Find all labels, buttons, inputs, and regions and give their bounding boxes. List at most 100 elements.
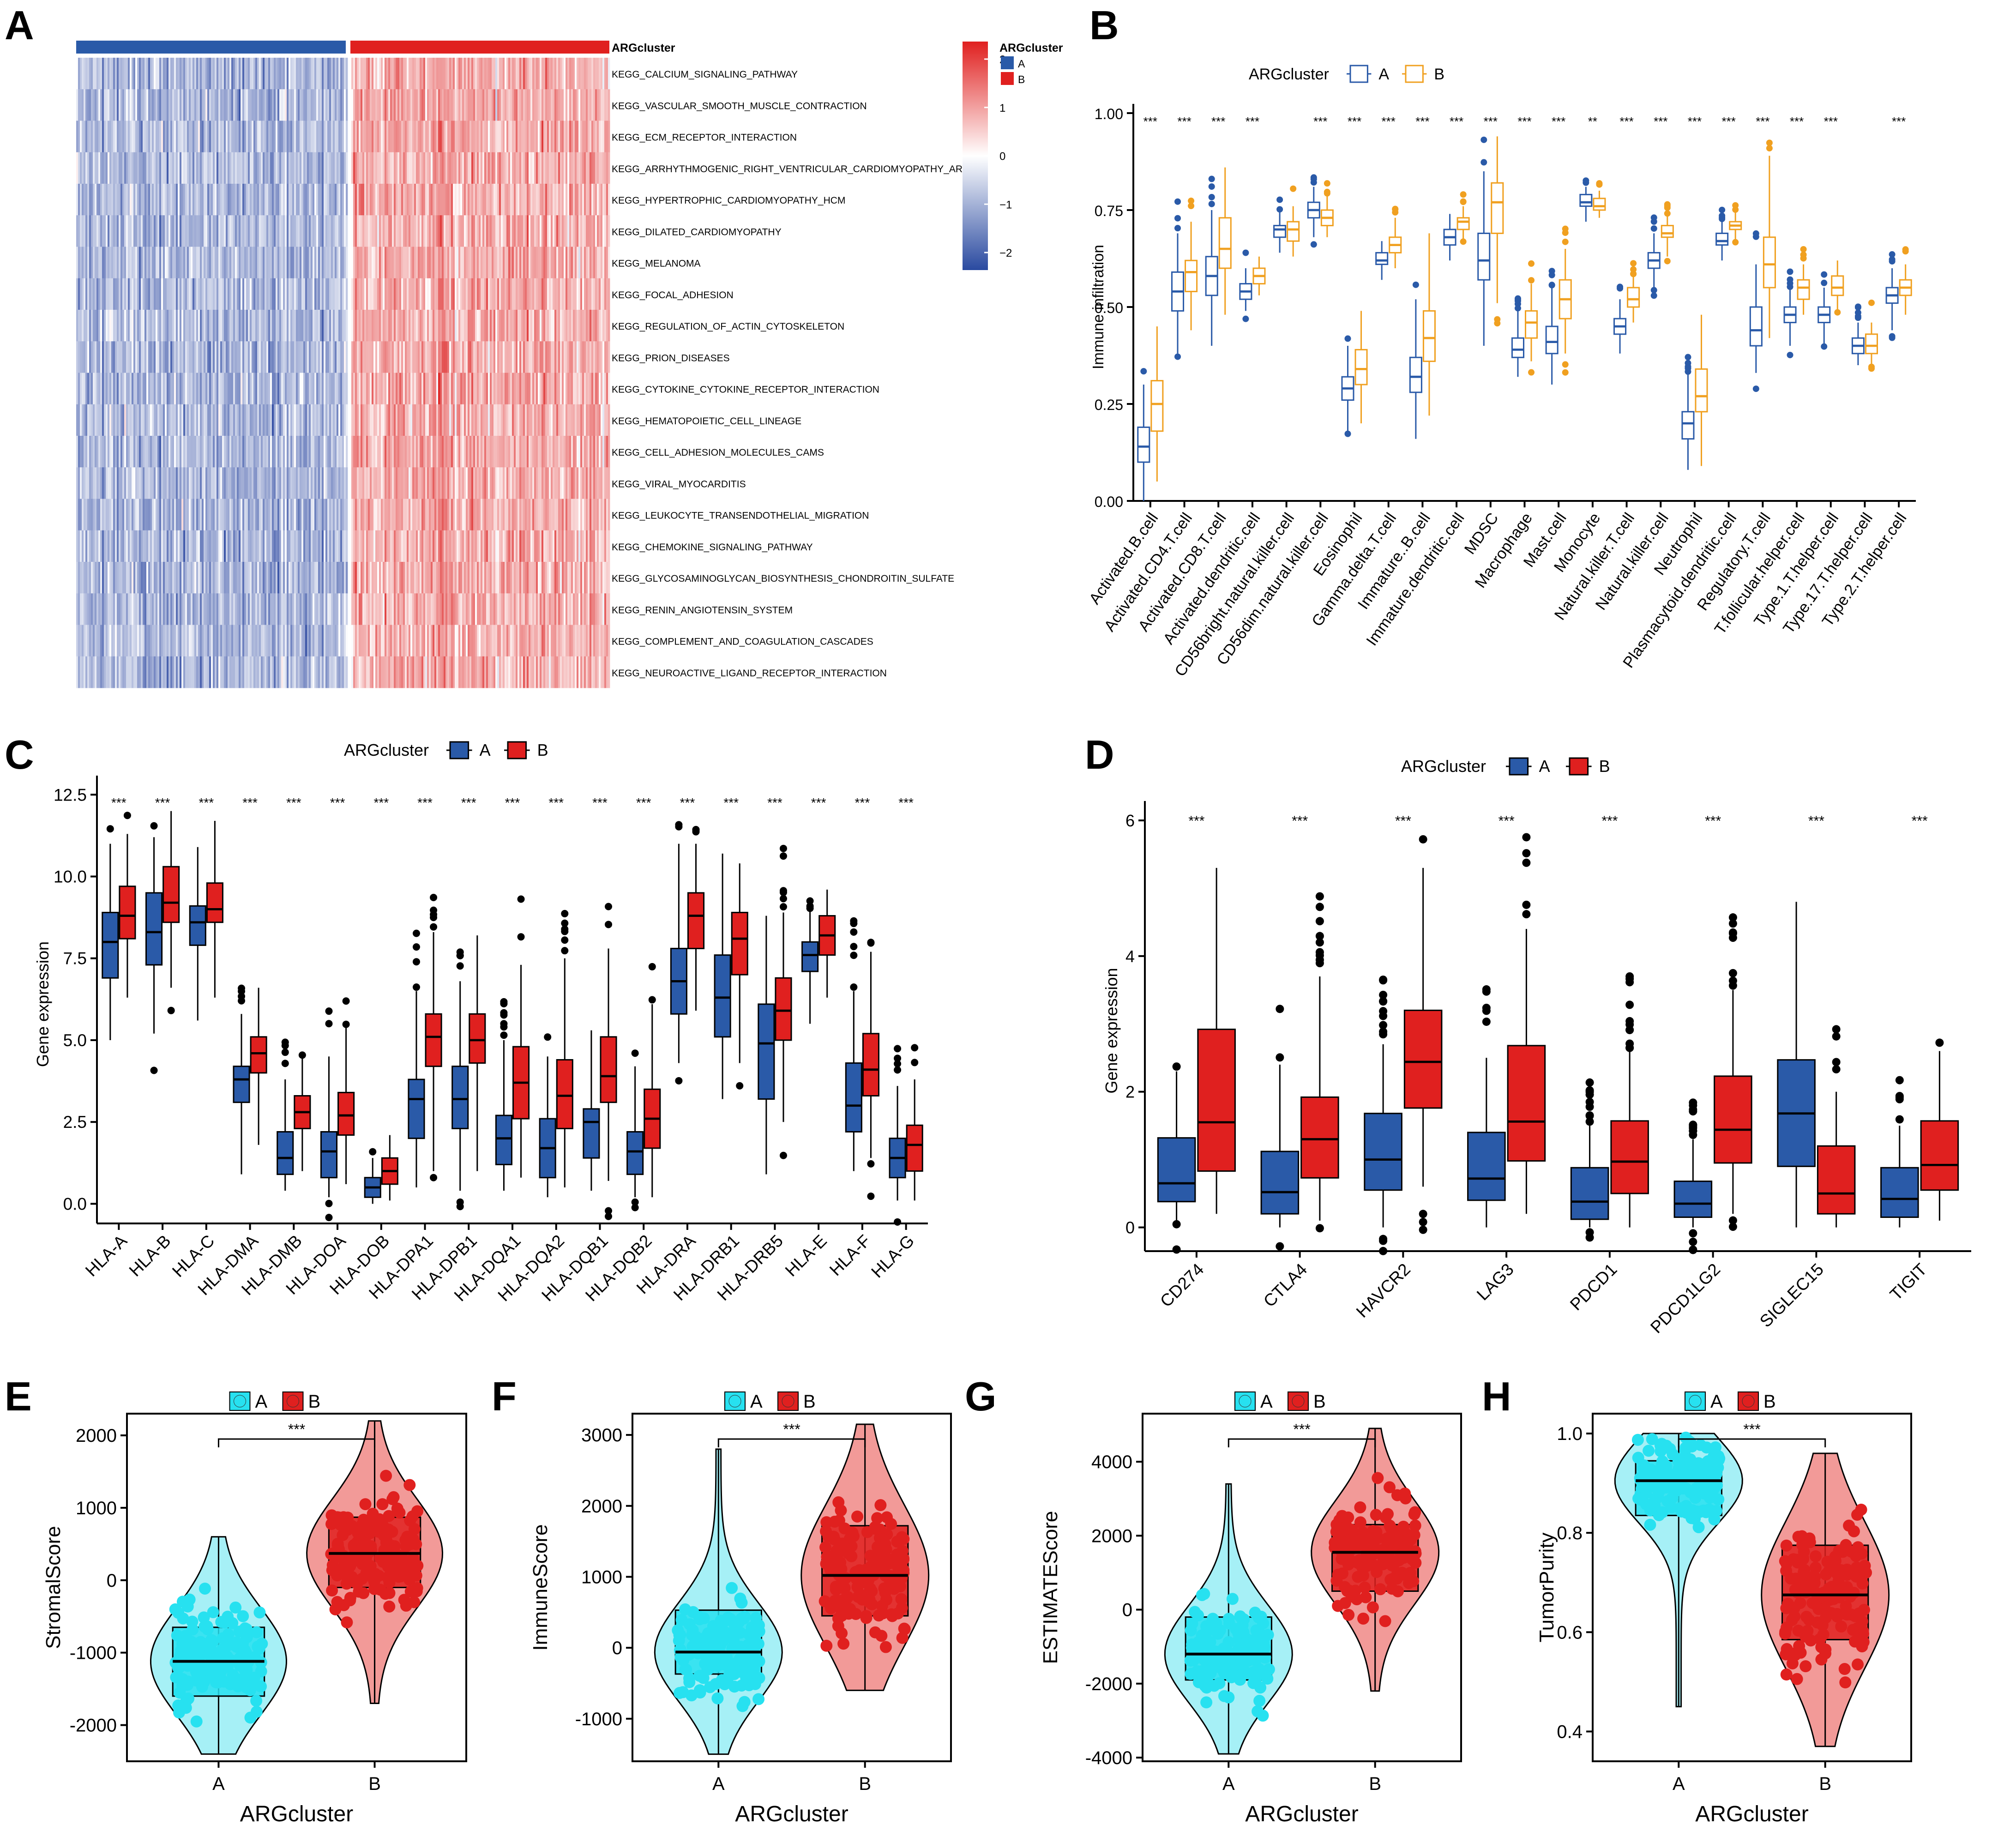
heatmap-cell — [220, 152, 223, 184]
heatmap-cell — [434, 247, 437, 279]
heatmap-cell — [228, 404, 230, 436]
heatmap-cell — [373, 152, 376, 184]
heatmap-cell — [139, 310, 141, 342]
heatmap-cell — [263, 530, 265, 562]
heatmap-cell — [602, 341, 605, 373]
heatmap-cell — [449, 120, 451, 153]
heatmap-cell — [418, 310, 420, 342]
heatmap-cell — [150, 120, 152, 153]
heatmap-cell — [440, 310, 442, 342]
heatmap-cell — [141, 467, 143, 499]
heatmap-cell — [174, 184, 176, 216]
heatmap-cell — [362, 467, 365, 499]
heatmap-cell — [368, 89, 370, 121]
heatmap-cell — [252, 152, 254, 184]
heatmap-cell — [519, 120, 522, 153]
heatmap-cell — [429, 58, 431, 90]
heatmap-cell — [530, 499, 533, 531]
heatmap-cell — [503, 404, 505, 436]
heatmap-cell — [505, 184, 507, 216]
heatmap-cell — [229, 89, 232, 121]
heatmap-cell — [109, 152, 112, 184]
heatmap-cell — [462, 467, 464, 499]
heatmap-cell — [157, 310, 160, 342]
heatmap-cell — [466, 341, 468, 373]
heatmap-cell — [340, 152, 343, 184]
heatmap-cell — [436, 373, 439, 405]
heatmap-cell — [414, 404, 416, 436]
heatmap-cell — [536, 184, 538, 216]
heatmap-cell — [434, 278, 437, 310]
heatmap-cell — [329, 341, 331, 373]
heatmap-cell — [87, 215, 90, 247]
heatmap-cell — [523, 152, 525, 184]
heatmap-cell — [569, 436, 572, 468]
heatmap-cell — [554, 467, 557, 499]
heatmap-cell — [597, 152, 599, 184]
heatmap-cell — [597, 562, 599, 594]
heatmap-cell — [191, 215, 193, 247]
heatmap-cell — [525, 247, 527, 279]
heatmap-cell — [324, 530, 326, 562]
heatmap-cell — [564, 530, 566, 562]
heatmap-cell — [276, 341, 278, 373]
heatmap-cell — [220, 436, 223, 468]
heatmap-cell — [285, 341, 287, 373]
heatmap-cell — [479, 120, 481, 153]
heatmap-cell — [530, 89, 533, 121]
heatmap-cell — [397, 404, 400, 436]
heatmap-cell — [313, 499, 315, 531]
heatmap-cell — [510, 467, 512, 499]
heatmap-cell — [191, 341, 193, 373]
heatmap-cell — [410, 436, 413, 468]
heatmap-cell — [305, 89, 307, 121]
heatmap-cell — [427, 404, 429, 436]
heatmap-cell — [193, 562, 195, 594]
heatmap-cell — [217, 89, 219, 121]
heatmap-cell — [444, 58, 446, 90]
heatmap-cell — [146, 373, 149, 405]
heatmap-cell — [335, 278, 337, 310]
heatmap-cell — [119, 341, 121, 373]
heatmap-cell — [577, 499, 579, 531]
heatmap-cell — [505, 278, 507, 310]
heatmap-cell — [364, 341, 367, 373]
heatmap-cell — [314, 499, 317, 531]
heatmap-cell — [392, 373, 394, 405]
heatmap-cell — [577, 530, 579, 562]
heatmap-cell — [425, 341, 427, 373]
heatmap-cell — [120, 562, 123, 594]
heatmap-cell — [172, 120, 175, 153]
heatmap-cell — [407, 562, 409, 594]
heatmap-cell — [340, 278, 343, 310]
heatmap-cell — [536, 530, 538, 562]
heatmap-cell — [311, 530, 313, 562]
heatmap-cell — [431, 278, 433, 310]
heatmap-cell — [495, 310, 498, 342]
heatmap-cell — [93, 341, 95, 373]
heatmap-cell — [122, 120, 125, 153]
heatmap-cell — [338, 467, 341, 499]
heatmap-cell — [84, 404, 86, 436]
heatmap-cell — [207, 215, 210, 247]
heatmap-cell — [357, 184, 359, 216]
heatmap-cell — [272, 247, 274, 279]
heatmap-cell — [530, 404, 533, 436]
heatmap-cell — [289, 278, 291, 310]
heatmap-cell — [82, 530, 84, 562]
heatmap-cell — [296, 562, 298, 594]
heatmap-cell — [547, 467, 549, 499]
heatmap-cell — [132, 404, 134, 436]
heatmap-cell — [519, 373, 522, 405]
heatmap-cell — [473, 89, 475, 121]
heatmap-cell — [200, 593, 202, 625]
heatmap-cell — [82, 467, 84, 499]
heatmap-cell — [445, 215, 448, 247]
heatmap-cell — [429, 436, 431, 468]
heatmap-cell — [482, 120, 485, 153]
heatmap-cell — [146, 58, 149, 90]
heatmap-cell — [279, 152, 282, 184]
heatmap-cell — [156, 152, 158, 184]
heatmap-cell — [318, 373, 320, 405]
heatmap-cell — [156, 215, 158, 247]
